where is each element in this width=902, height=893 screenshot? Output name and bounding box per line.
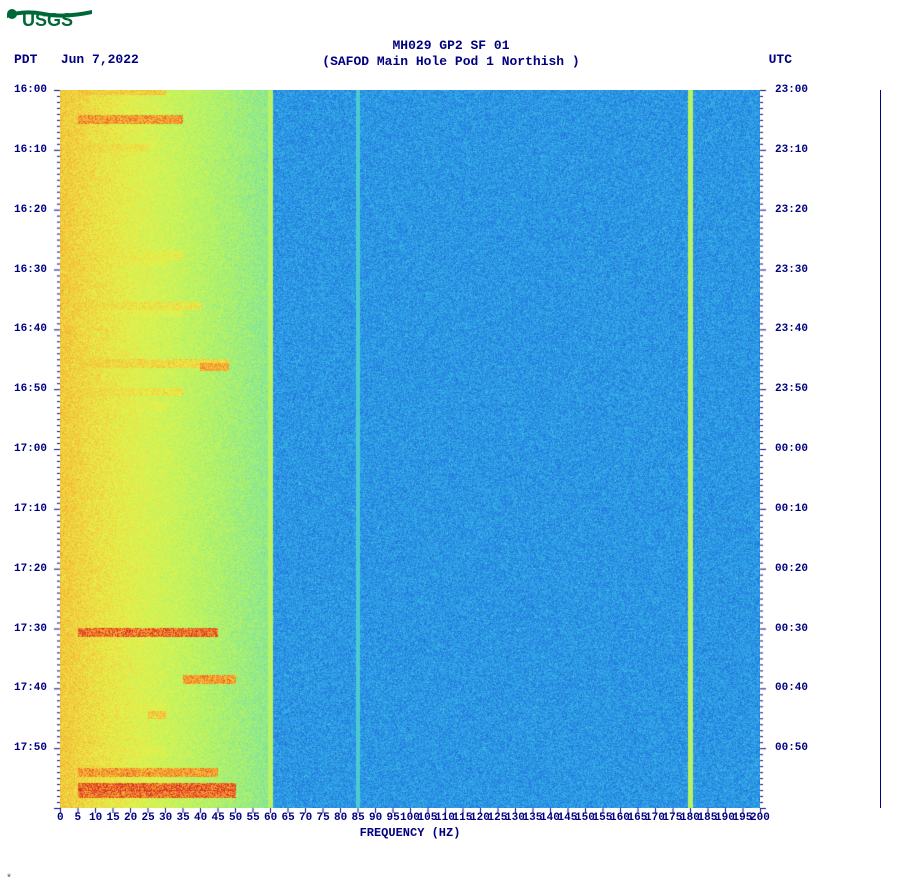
y-right-tick-label: 00:20 [775,563,808,575]
x-tick-label: 80 [334,812,347,824]
y-right-tick-label: 00:50 [775,742,808,754]
y-left-tick-label: 16:40 [14,323,47,335]
x-tick-label: 45 [212,812,225,824]
x-tick-label: 90 [369,812,382,824]
x-tick-label: 50 [229,812,242,824]
x-tick-label: 55 [247,812,260,824]
y-left-tick-label: 16:50 [14,383,47,395]
spectrogram-plot [60,90,760,808]
header-right: UTC [769,52,792,67]
y-right-tick-label: 23:00 [775,84,808,96]
corner-mark: * [6,874,12,885]
x-tick-label: 25 [142,812,155,824]
y-left-tick-label: 16:00 [14,84,47,96]
x-tick-label: 30 [159,812,172,824]
x-tick-label: 85 [352,812,365,824]
x-tick-label: 75 [317,812,330,824]
colorbar-line [880,90,881,808]
y-left-tick-label: 16:30 [14,264,47,276]
y-right-tick-label: 23:50 [775,383,808,395]
x-tick-label: 20 [124,812,137,824]
x-axis-label: FREQUENCY (HZ) [0,826,820,840]
x-tick-label: 65 [282,812,295,824]
right-timezone: UTC [769,52,792,67]
y-left-tick-label: 17:30 [14,623,47,635]
y-left-tick-label: 17:50 [14,742,47,754]
y-left-tick-label: 16:10 [14,144,47,156]
y-left-tick-label: 16:20 [14,204,47,216]
x-tick-label: 35 [177,812,190,824]
x-tick-label: 60 [264,812,277,824]
y-left-tick-label: 17:00 [14,443,47,455]
x-tick-label: 200 [750,812,770,824]
x-tick-label: 95 [387,812,400,824]
x-tick-label: 10 [89,812,102,824]
y-right-tick-label: 00:10 [775,503,808,515]
y-right-tick-label: 00:00 [775,443,808,455]
x-tick-label: 0 [57,812,64,824]
left-date: Jun 7,2022 [61,52,139,67]
y-right-tick-label: 23:40 [775,323,808,335]
y-right-tick-label: 00:40 [775,682,808,694]
spectrogram-canvas [60,90,760,808]
x-tick-label: 5 [75,812,82,824]
x-tick-label: 15 [107,812,120,824]
y-right-tick-label: 23:20 [775,204,808,216]
svg-text:USGS: USGS [22,10,73,30]
y-right-tick-label: 00:30 [775,623,808,635]
y-right-tick-label: 23:30 [775,264,808,276]
left-timezone: PDT [14,52,37,67]
y-right-tick-label: 23:10 [775,144,808,156]
y-left-tick-label: 17:10 [14,503,47,515]
y-left-tick-label: 17:20 [14,563,47,575]
x-tick-label: 40 [194,812,207,824]
usgs-logo: USGS [4,4,96,39]
y-left-tick-label: 17:40 [14,682,47,694]
x-tick-label: 70 [299,812,312,824]
header-left: PDT Jun 7,2022 [14,52,139,67]
